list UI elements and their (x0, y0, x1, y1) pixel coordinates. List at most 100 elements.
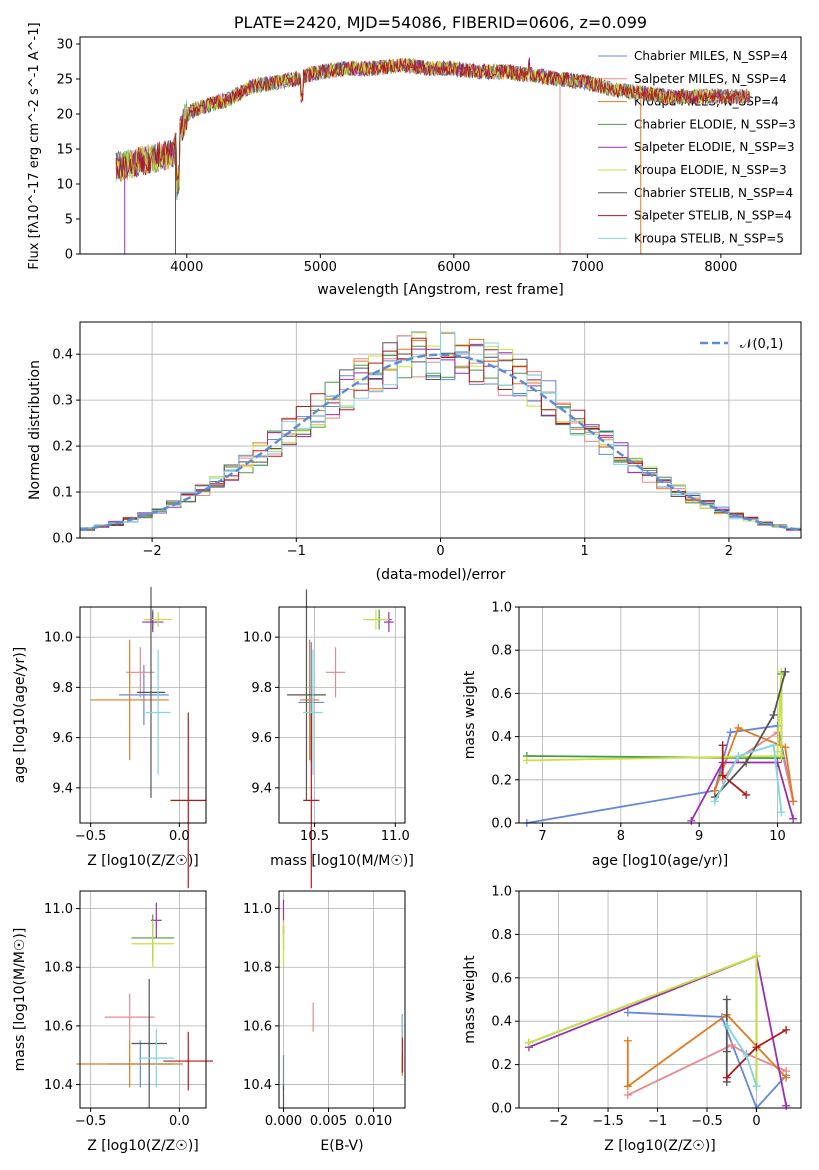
y-tick-label: 9.6 (52, 731, 73, 746)
y-tick-label: 10.8 (44, 961, 73, 976)
weight-marker (777, 808, 786, 817)
y-tick-label: 5 (65, 213, 73, 228)
x-axis-label: Z [log10(Z/Z☉)] (604, 1138, 716, 1154)
x-tick-label: −1.5 (592, 1114, 624, 1129)
y-tick-label: 10.6 (243, 1019, 272, 1034)
weight-marker (752, 952, 761, 961)
y-tick-label: 1.0 (491, 885, 512, 900)
y-tick-label: 15 (56, 143, 73, 158)
x-axis-label: Z [log10(Z/Z☉)] (87, 1138, 199, 1154)
weight-marker (623, 1090, 632, 1099)
x-tick-label: 0.010 (355, 1114, 392, 1129)
y-axis-label: Normed distribution (27, 360, 43, 500)
y-tick-label: 0.8 (491, 644, 512, 659)
y-tick-label: 0.4 (491, 730, 512, 745)
weight-line (526, 671, 783, 762)
weight-marker (742, 758, 751, 767)
parameter-panels: −0.5 0.0 9.4 9.6 9.8 10.0 Z [log10(Z/Z☉)] age [… (12, 586, 802, 1154)
x-tick-label: 11.0 (381, 829, 410, 844)
x-tick-label: 2 (725, 544, 733, 559)
y-tick-label: 0.3 (52, 394, 73, 409)
x-tick-label: 7 (538, 829, 546, 844)
weight-line (526, 674, 783, 760)
weight-marker (782, 1073, 791, 1082)
x-tick-label: −0.5 (691, 1114, 723, 1129)
weight-line (721, 745, 747, 796)
weight-marker (769, 741, 778, 750)
weight-line (714, 744, 783, 813)
x-axis-label: age [log10(age/yr)] (592, 853, 728, 869)
y-tick-label: 10.6 (44, 1019, 73, 1034)
y-tick-label: 10.4 (243, 1078, 272, 1093)
weight-marker (718, 741, 727, 750)
histogram-step (80, 331, 801, 529)
y-tick-label: 0.2 (491, 773, 512, 788)
x-tick-label: 8000 (704, 260, 737, 275)
y-tick-label: 30 (56, 38, 73, 53)
x-tick-label: 0.0 (169, 829, 190, 844)
weight-marker (781, 743, 790, 752)
mass-weight-panel: 7 8 9 10 0.0 0.2 0.4 0.6 0.8 1.0 age [log10(age/yr… (462, 601, 802, 869)
axes-frame (518, 890, 802, 1109)
weight-marker (722, 1047, 731, 1056)
axes-frame (79, 890, 207, 1109)
y-tick-label: 0.2 (491, 1058, 512, 1073)
x-tick-label: −1 (287, 544, 306, 559)
y-tick-label: 0.6 (491, 687, 512, 702)
legend: 𝒩(0,1) (700, 337, 783, 352)
residual-histogram-panel: (data-model)/error Normed distribution 𝒩… (27, 321, 802, 583)
legend-entry: Salpeter MILES, N_SSP=4 (634, 72, 787, 86)
legend-entry: Salpeter STELIB, N_SSP=4 (634, 209, 792, 223)
y-axis-label: mass weight (462, 670, 478, 759)
y-tick-label: 0.0 (491, 817, 512, 832)
normal-curve (79, 353, 802, 532)
y-tick-label: 10.0 (243, 631, 272, 646)
x-tick-label: −2 (143, 544, 162, 559)
y-tick-label: 0.6 (491, 971, 512, 986)
spectrum-line (115, 57, 751, 195)
weight-line (627, 1011, 787, 1110)
x-axis-label: mass [log10(M/M☉)] (270, 853, 414, 869)
x-tick-label: 0.000 (265, 1114, 302, 1129)
weight-line (627, 1044, 787, 1096)
weight-marker (710, 797, 719, 806)
error-bar-panel: −0.5 0.0 10.4 10.6 10.8 11.0 Z [log10(Z/Z☉)] ma… (12, 890, 214, 1154)
weight-marker (742, 790, 751, 799)
weight-marker (722, 1021, 731, 1030)
y-tick-label: 11.0 (243, 902, 272, 917)
axes-frame (518, 606, 802, 824)
y-tick-label: 9.6 (251, 731, 272, 746)
x-tick-label: 6000 (437, 260, 470, 275)
weight-marker (777, 752, 786, 761)
weight-marker (752, 1043, 761, 1052)
weight-marker (623, 1008, 632, 1017)
weight-marker (781, 667, 790, 676)
x-tick-label: 1 (581, 544, 589, 559)
x-axis-label: Z [log10(Z/Z☉)] (87, 853, 199, 869)
legend-entry: Salpeter ELODIE, N_SSP=3 (634, 140, 795, 154)
x-axis-label: E(B-V) (320, 1138, 363, 1154)
spectrum-panel: PLATE=2420, MJD=54086, FIBERID=0606, z=0… (27, 13, 802, 298)
weight-marker (727, 1041, 736, 1050)
y-tick-label: 0.8 (491, 928, 512, 943)
error-bar-panel: −0.5 0.0 9.4 9.6 9.8 10.0 Z [log10(Z/Z☉)] age [… (12, 586, 207, 889)
y-tick-label: 9.4 (251, 781, 272, 796)
weight-marker (752, 1082, 761, 1091)
x-tick-label: −0.5 (75, 1114, 107, 1129)
y-axis-label: mass weight (462, 955, 478, 1044)
y-tick-label: 1.0 (491, 601, 512, 616)
x-tick-label: −2 (549, 1114, 568, 1129)
weight-marker (782, 1101, 791, 1110)
weight-line (714, 671, 787, 798)
weight-marker (687, 816, 696, 825)
axes-frame (278, 890, 406, 1109)
y-axis-label: mass [log10(M/M☉)] (12, 928, 28, 1072)
axes-frame (79, 606, 207, 824)
x-tick-label: 4000 (170, 260, 203, 275)
x-tick-label: 0.005 (310, 1114, 347, 1129)
y-axis-label: age [log10(age/yr)] (12, 647, 28, 783)
legend-entry: Chabrier ELODIE, N_SSP=3 (634, 117, 796, 131)
y-axis-label: Flux [fλ10^-17 erg cm^-2 s^-1 A^-1] (27, 22, 42, 269)
x-tick-label: 0 (436, 544, 444, 559)
